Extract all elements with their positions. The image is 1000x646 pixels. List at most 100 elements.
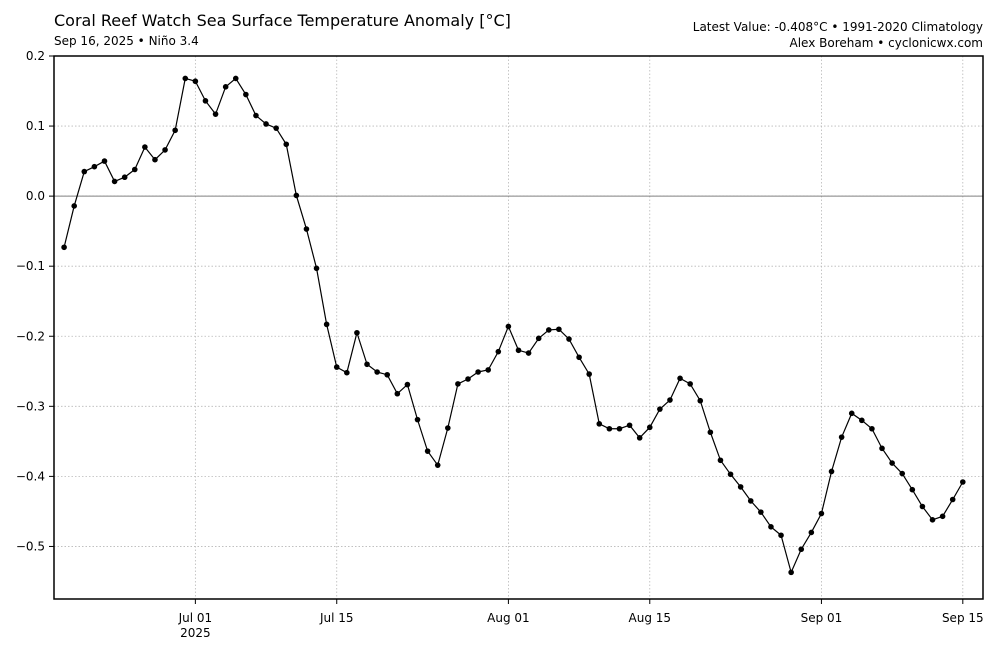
x-tick-label: Sep 01 [801, 611, 843, 625]
x-tick-label: Sep 15 [942, 611, 984, 625]
data-point [909, 486, 916, 493]
latest-value-text: Latest Value: -0.408°C • 1991-2020 Clima… [692, 20, 983, 34]
data-point [838, 434, 845, 440]
data-point [697, 397, 704, 404]
data-point [808, 529, 815, 536]
data-point [202, 98, 209, 104]
data-point [81, 168, 88, 175]
chart-info: Latest Value: -0.408°C • 1991-2020 Clima… [693, 19, 983, 51]
data-point [818, 510, 825, 517]
data-point [475, 369, 481, 375]
data-point [869, 425, 875, 432]
data-point [525, 350, 532, 356]
data-point [788, 569, 794, 576]
data-point [455, 381, 461, 387]
data-point [667, 397, 673, 403]
data-point [283, 141, 290, 148]
data-point [485, 367, 492, 373]
chart-title: Coral Reef Watch Sea Surface Temperature… [54, 11, 511, 30]
y-tick-label: −0.5 [16, 539, 45, 553]
y-tick-label: 0.0 [26, 189, 45, 203]
data-point [535, 335, 542, 342]
data-point [333, 364, 340, 370]
data-point [657, 406, 663, 412]
data-point [162, 147, 168, 153]
data-point [293, 192, 300, 199]
data-point [222, 84, 229, 90]
data-point [445, 425, 451, 431]
data-point [263, 121, 269, 127]
data-point [949, 496, 956, 503]
data-point [545, 327, 552, 333]
data-point [646, 424, 653, 431]
data-point [424, 448, 431, 454]
data-point [101, 158, 108, 164]
data-point [91, 163, 98, 170]
data-point [737, 484, 744, 490]
data-point [152, 156, 158, 163]
data-point [919, 503, 926, 510]
data-point [404, 381, 411, 388]
data-point [515, 347, 522, 354]
data-point [939, 513, 946, 520]
data-point [879, 445, 885, 452]
data-point [889, 460, 895, 466]
data-point [313, 265, 320, 272]
data-point [182, 75, 189, 82]
data-point [243, 91, 249, 98]
x-tick-label: Jul 01 [178, 611, 213, 625]
data-point [778, 532, 784, 539]
data-point [303, 226, 310, 232]
data-point [384, 371, 391, 378]
data-point [747, 498, 754, 504]
data-point [960, 479, 966, 485]
data-point [121, 174, 128, 181]
x-tick-label: Jul 15 [319, 611, 354, 625]
data-point [273, 125, 279, 131]
data-point [323, 321, 330, 328]
data-point [434, 462, 441, 468]
grid-lines [54, 56, 983, 599]
data-point [374, 369, 380, 375]
data-point [626, 422, 633, 429]
data-point [707, 429, 714, 436]
data-point [354, 329, 360, 336]
data-point [929, 517, 936, 523]
data-point [566, 336, 572, 342]
x-tick-label: Aug 01 [487, 611, 530, 625]
plot-frame [53, 55, 984, 600]
x-tick-sublabel: 2025 [180, 626, 211, 640]
series-markers [61, 75, 966, 576]
data-point [596, 421, 603, 427]
data-point [828, 468, 835, 475]
data-point [364, 361, 370, 368]
data-point [172, 127, 178, 134]
data-point [636, 435, 643, 441]
data-point [848, 410, 855, 417]
series-line [63, 77, 964, 575]
data-point [505, 323, 512, 330]
data-point [131, 166, 138, 173]
x-tick-label: Aug 15 [629, 611, 672, 625]
data-point [111, 178, 118, 185]
data-point [61, 244, 67, 251]
data-point [717, 457, 724, 464]
data-point [677, 375, 683, 382]
y-tick-label: −0.1 [16, 259, 45, 273]
data-point [606, 425, 613, 432]
data-point [192, 78, 199, 85]
y-tick-label: 0.2 [26, 49, 45, 63]
data-point [495, 348, 502, 355]
data-point [556, 326, 562, 333]
data-point [768, 524, 774, 530]
data-point [616, 425, 623, 432]
data-point [394, 390, 401, 397]
data-point [253, 112, 259, 119]
data-point [414, 416, 421, 423]
data-point [576, 354, 582, 361]
data-point [232, 75, 239, 82]
y-tick-label: −0.2 [16, 329, 45, 343]
y-tick-label: −0.3 [16, 399, 45, 413]
